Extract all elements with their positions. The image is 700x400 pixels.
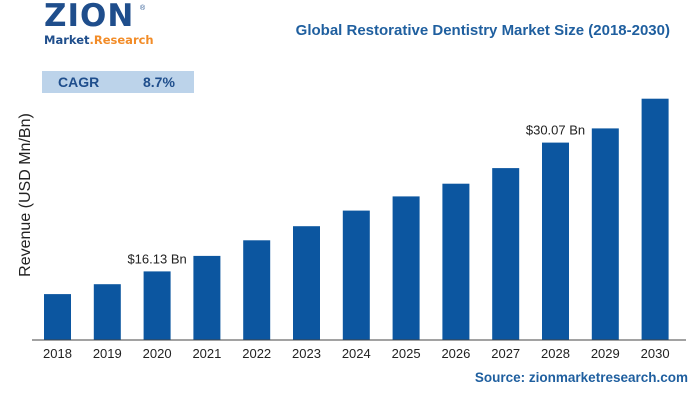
data-label-2028: $30.07 Bn — [526, 123, 585, 138]
logo-word: ZION — [44, 0, 135, 34]
bar-2023 — [293, 226, 320, 340]
chart-title: Global Restorative Dentistry Market Size… — [295, 22, 670, 39]
bar-2028 — [542, 142, 569, 340]
x-tick-2020: 2020 — [143, 346, 172, 361]
logo-sub-research: .Research — [89, 33, 154, 47]
bar-2027 — [492, 168, 520, 340]
data-label-2020: $16.13 Bn — [127, 251, 186, 266]
logo-registered-mark: ® — [140, 5, 146, 12]
x-tick-2029: 2029 — [591, 346, 620, 361]
logo-subtitle: Market.Research — [44, 33, 154, 47]
x-tick-2021: 2021 — [192, 346, 221, 361]
zion-logo: ZION ® Market.Research — [44, 1, 154, 53]
logo-sub-market: Market — [44, 33, 90, 47]
bar-2030 — [641, 98, 669, 340]
bar-2029 — [591, 128, 619, 340]
bar-2021 — [193, 255, 221, 340]
x-tick-2025: 2025 — [392, 346, 421, 361]
bar-2022 — [243, 240, 271, 340]
x-tick-labels: 2018 2019 2020 2021 2022 2023 2024 2025 2026 2027… — [43, 346, 670, 361]
x-tick-2028: 2028 — [541, 346, 570, 361]
x-tick-2023: 2023 — [292, 346, 321, 361]
bar-2025 — [392, 196, 420, 340]
source-text: Source: zionmarketresearch.com — [474, 370, 688, 385]
cagr-value: 8.7% — [143, 74, 175, 90]
x-tick-2022: 2022 — [242, 346, 271, 361]
x-tick-2018: 2018 — [43, 346, 72, 361]
data-annotations: $16.13 Bn $30.07 Bn — [127, 123, 585, 267]
y-axis-label: Revenue (USD Mn/Bn) — [17, 113, 34, 277]
bars-group — [44, 98, 669, 340]
x-tick-2030: 2030 — [641, 346, 670, 361]
bar-2026 — [442, 183, 470, 340]
x-tick-2026: 2026 — [441, 346, 470, 361]
cagr-label: CAGR — [58, 74, 100, 90]
bar-2020 — [143, 271, 171, 340]
x-tick-2027: 2027 — [491, 346, 520, 361]
bar-2024 — [342, 210, 370, 340]
bar-2018 — [44, 294, 71, 340]
x-tick-2019: 2019 — [93, 346, 122, 361]
cagr-box: CAGR 8.7% — [42, 71, 194, 93]
x-tick-2024: 2024 — [342, 346, 371, 361]
bar-2019 — [93, 284, 121, 340]
